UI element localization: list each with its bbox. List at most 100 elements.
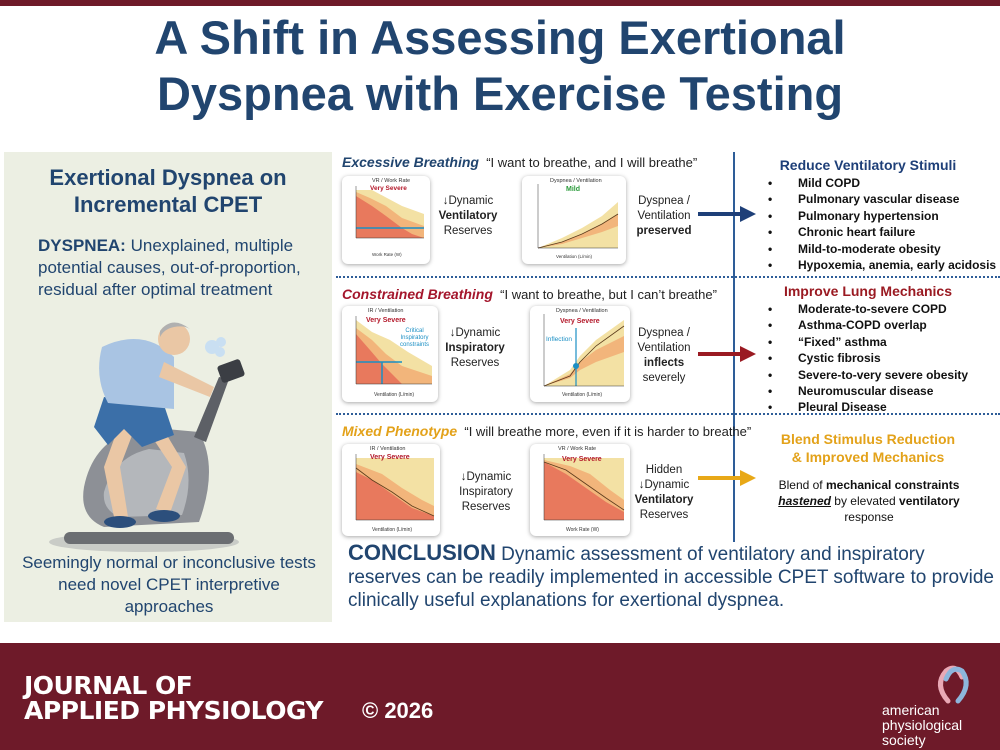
- title-line-2: Dyspnea with Exercise Testing: [156, 67, 844, 120]
- list-item: Severe-to-very severe obesity: [768, 367, 998, 384]
- row-2-chart-1-xlabel: Ventilation (L/min): [374, 392, 415, 398]
- list-item: Moderate-to-severe COPD: [768, 301, 998, 318]
- row-1-dyspnea-line-1: Dyspnea /: [638, 195, 690, 207]
- aps-logo-icon: [938, 665, 969, 704]
- row-3-chart-1: IR / Ventilation Very Severe Ventilation…: [342, 444, 440, 536]
- annotation-line: constraints: [400, 342, 430, 348]
- row-1-chart-2-severity: Mild: [566, 186, 580, 193]
- row-3-title-line-1: Blend Stimulus Reduction: [780, 431, 956, 447]
- row-1-chart-1-xlabel: Work Rate (W): [372, 252, 402, 257]
- row-1-chart-2-title: Dyspnea / Ventilation: [550, 178, 602, 184]
- row-1-chart-1: VR / Work Rate Very Severe Work Rate (W): [342, 176, 430, 264]
- row-2-reserve-line-1: ↓Dynamic: [449, 327, 501, 339]
- phenotype-label-excessive: Excessive Breathing: [342, 154, 479, 170]
- row-2-chart-1-annotation: Critical Inspiratory constraints: [400, 328, 429, 349]
- left-panel: Exertional Dyspnea on Incremental CPET D…: [4, 152, 332, 622]
- row-2-dyspnea-line-2: Ventilation: [637, 342, 691, 354]
- row-1-header: Excessive Breathing “I want to breathe, …: [342, 154, 697, 171]
- left-panel-title: Exertional Dyspnea on Incremental CPET: [4, 164, 332, 218]
- list-item: Mild-to-moderate obesity: [768, 241, 998, 258]
- blend-text-bold: mechanical constraints: [825, 478, 960, 492]
- left-panel-footnote: Seemingly normal or inconclusive tests n…: [22, 553, 316, 616]
- row-3-chart-1-severity: Very Severe: [370, 454, 410, 461]
- row-1-arrow: [698, 206, 756, 222]
- row-2-chart-2-title: Dyspnea / Ventilation: [556, 308, 608, 314]
- list-item: Chronic heart failure: [768, 224, 998, 241]
- row-3-arrow: [698, 470, 756, 486]
- row-2-chart-2: Dyspnea / Ventilation Very Severe Inflec…: [530, 306, 630, 402]
- left-title-line-1: Exertional Dyspnea on: [49, 165, 287, 190]
- row-1-chart-2-xlabel: Ventilation (L/min): [556, 254, 593, 259]
- list-item: Asthma-COPD overlap: [768, 317, 998, 334]
- aps-line-2: physiological: [882, 717, 963, 733]
- list-item: Pulmonary hypertension: [768, 208, 998, 225]
- row-1-dyspnea-line-3: preserved: [636, 225, 692, 237]
- row-3-chart-2-xlabel: Work Rate (W): [566, 527, 599, 533]
- annotation-line: Critical: [405, 328, 424, 334]
- row-1-reserve-line-2: Ventilatory: [438, 210, 498, 222]
- row-3-hidden-line-3: Ventilatory: [634, 494, 694, 506]
- conclusion-label: CONCLUSION: [348, 540, 496, 565]
- row-2-chart-2-annotation: Inflection: [546, 336, 573, 343]
- left-title-line-2: Incremental CPET: [73, 192, 263, 217]
- exercise-bike-illustration: [49, 322, 245, 552]
- row-2-quote: “I want to breathe, but I can’t breathe”: [500, 287, 717, 302]
- list-item: Mild COPD: [768, 175, 998, 192]
- row-2-dyspnea-line-1: Dyspnea /: [638, 327, 690, 339]
- vertical-divider: [733, 152, 735, 542]
- journal-logo: JOURNAL OF APPLIED PHYSIOLOGY: [24, 671, 324, 723]
- row-2-chart-2-severity: Very Severe: [560, 318, 600, 325]
- row-2-chart-2-xlabel: Ventilation (L/min): [562, 392, 603, 398]
- row-2-chart-1: IR / Ventilation Very Severe Critical In…: [342, 306, 438, 402]
- dyspnea-definition: DYSPNEA: Unexplained, multiple potential…: [38, 235, 328, 301]
- row-1-reserve-text: ↓Dynamic Ventilatory Reserves: [436, 194, 500, 239]
- row-1-dyspnea-text: Dyspnea / Ventilation preserved: [630, 194, 698, 239]
- row-2-arrow: [698, 346, 756, 362]
- row-1-condition-list: Mild COPD Pulmonary vascular disease Pul…: [768, 175, 998, 274]
- blend-text-part: by elevated: [830, 494, 900, 508]
- row-1-quote: “I want to breathe, and I will breathe”: [486, 155, 698, 170]
- row-1-chart-1-title: VR / Work Rate: [372, 178, 411, 184]
- list-item: “Fixed” asthma: [768, 334, 998, 351]
- row-2-dyspnea-line-3: inflects: [643, 357, 685, 369]
- row-3-chart-1-xlabel: Ventilation (L/min): [372, 527, 413, 533]
- journal-line-1: JOURNAL OF: [24, 671, 193, 700]
- blend-text-part: Blend of: [778, 478, 826, 492]
- phenotype-label-constrained: Constrained Breathing: [342, 286, 493, 302]
- row-1-dyspnea-line-2: Ventilation: [637, 210, 691, 222]
- row-divider-1: [336, 276, 1000, 278]
- row-3-hidden-line-4: Reserves: [639, 509, 689, 521]
- blend-text-underlined: hastened: [778, 494, 831, 508]
- row-2-dyspnea-line-4: severely: [642, 372, 686, 384]
- row-3-hidden-line-2: ↓Dynamic: [638, 479, 690, 491]
- row-2-reserve-text: ↓Dynamic Inspiratory Reserves: [440, 326, 510, 371]
- row-3-reserve-text: ↓Dynamic Inspiratory Reserves: [444, 470, 528, 515]
- row-3-reserve-line-2: Inspiratory: [459, 486, 513, 498]
- annotation-line: Inspiratory: [400, 335, 429, 341]
- blend-text-bold: ventilatory: [899, 494, 960, 508]
- row-3-reserve-line-3: Reserves: [461, 501, 511, 513]
- row-1-chart-1-severity: Very Severe: [370, 185, 407, 192]
- blend-text-part: response: [844, 510, 894, 524]
- row-3-dyspnea-text: Hidden ↓Dynamic Ventilatory Reserves: [630, 463, 698, 523]
- row-3-chart-2: VR / Work Rate Very Severe Work Rate (W): [530, 444, 630, 536]
- conclusion: CONCLUSION Dynamic assessment of ventila…: [348, 541, 996, 612]
- row-1-recommendation-title: Reduce Ventilatory Stimuli: [779, 157, 957, 173]
- dyspnea-text: Unexplained, multiple potential causes, …: [38, 236, 301, 299]
- row-3-chart-2-title: VR / Work Rate: [558, 446, 597, 452]
- row-3-chart-1-title: IR / Ventilation: [370, 446, 406, 452]
- list-item: Hypoxemia, anemia, early acidosis: [768, 257, 998, 274]
- row-3-header: Mixed Phenotype “I will breathe more, ev…: [342, 423, 751, 440]
- list-item: Neuromuscular disease: [768, 383, 998, 400]
- row-1-reserve-line-3: Reserves: [443, 225, 493, 237]
- row-3-quote: “I will breathe more, even if it is hard…: [464, 424, 752, 439]
- list-item: Pulmonary vascular disease: [768, 191, 998, 208]
- aps-line-1: american: [882, 702, 940, 718]
- row-3-title-line-2: & Improved Mechanics: [791, 449, 945, 465]
- title-line-1: A Shift in Assessing Exertional: [154, 11, 846, 64]
- row-2-condition-list: Moderate-to-severe COPD Asthma-COPD over…: [768, 301, 998, 416]
- row-3-blend-description: Blend of mechanical constraints hastened…: [744, 477, 994, 525]
- row-3-chart-2-severity: Very Severe: [562, 456, 602, 463]
- aps-line-3: society: [882, 732, 926, 748]
- row-3-recommendation-title: Blend Stimulus Reduction & Improved Mech…: [740, 430, 996, 466]
